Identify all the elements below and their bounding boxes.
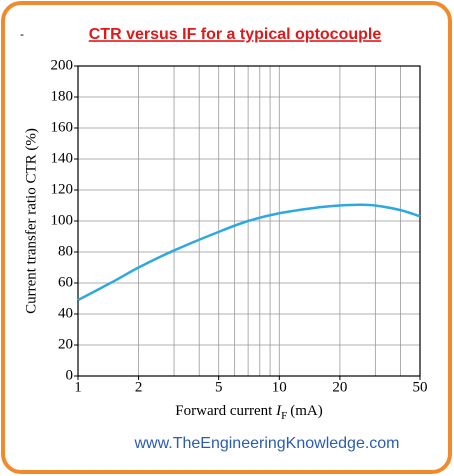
y-tick-label: 140 (51, 150, 74, 166)
x-axis-label: Forward current IF (mA) (175, 403, 322, 421)
y-tick-label: 60 (58, 274, 73, 290)
x-tick-label: 50 (413, 379, 428, 395)
y-tick-label: 180 (51, 88, 74, 104)
y-tick-label: 20 (58, 336, 73, 352)
x-label-var: I (275, 403, 282, 419)
y-tick-label: 160 (51, 119, 74, 135)
y-tick-label: 40 (58, 305, 73, 321)
x-tick-label: 5 (215, 379, 223, 395)
y-tick-label: 120 (51, 181, 74, 197)
footer-url: www.TheEngineeringKnowledge.com (133, 435, 399, 452)
x-tick-label: 20 (332, 379, 347, 395)
y-tick-label: 100 (51, 212, 74, 228)
y-tick-label: 200 (51, 57, 74, 73)
dash: - (20, 27, 24, 41)
x-tick-label: 1 (74, 379, 82, 395)
x-label-sub: F (281, 410, 287, 422)
y-tick-label: 80 (58, 243, 73, 259)
x-label-text: Forward current (175, 403, 273, 419)
data-line (77, 203, 421, 302)
y-axis-label: Current transfer ratio CTR (%) (23, 128, 39, 314)
x-tick-label: 2 (135, 379, 143, 395)
y-tick-label: 0 (66, 367, 74, 383)
plot-frame (77, 65, 421, 377)
x-label-unit: (mA) (290, 403, 323, 419)
title: CTR versus IF for a typical optocouple (89, 26, 382, 43)
x-tick-label: 10 (272, 379, 287, 395)
